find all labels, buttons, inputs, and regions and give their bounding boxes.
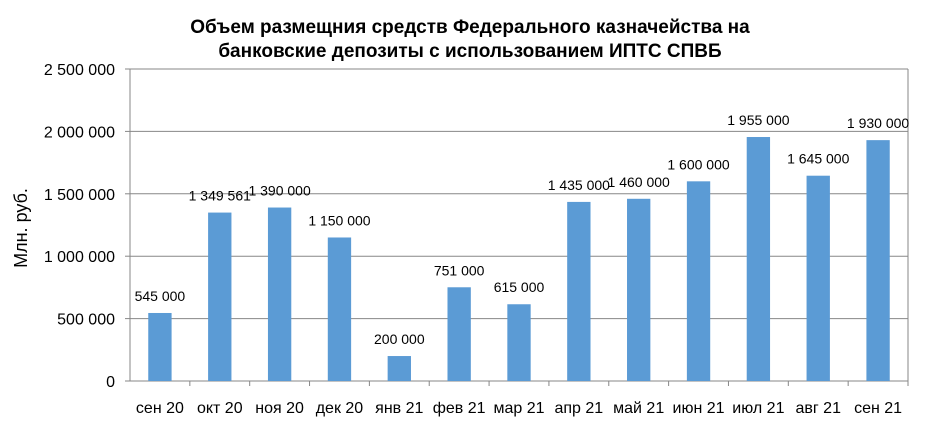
y-axis-label: Млн. руб. bbox=[11, 188, 31, 268]
y-tick-label: 2 000 000 bbox=[44, 124, 115, 141]
x-axis-ticks: сен 20 окт 20 ноя 20 дек 20 янв 21 фев 21 мар … bbox=[136, 400, 902, 417]
bar bbox=[567, 201, 591, 381]
bar bbox=[267, 207, 292, 381]
y-axis-ticks: 0 500 000 1 000 000 1 500 000 2 000 000 2 500… bbox=[44, 62, 115, 391]
data-label: 1 600 000 bbox=[667, 156, 729, 172]
y-tick-label: 1 000 000 bbox=[44, 249, 115, 266]
bar bbox=[627, 198, 651, 381]
data-label: 1 390 000 bbox=[248, 183, 310, 199]
bar bbox=[327, 237, 352, 381]
data-label: 200 000 bbox=[374, 331, 425, 347]
data-label: 615 000 bbox=[494, 279, 545, 295]
x-tick-label: янв 21 bbox=[375, 400, 423, 417]
bar bbox=[208, 212, 232, 381]
y-tick-label: 2 500 000 bbox=[44, 62, 115, 79]
data-label: 1 435 000 bbox=[548, 177, 610, 193]
x-tick-label: апр 21 bbox=[554, 400, 603, 417]
bar bbox=[447, 287, 471, 381]
bar bbox=[686, 181, 711, 381]
x-tick-label: фев 21 bbox=[433, 400, 486, 417]
y-tick-label: 0 bbox=[106, 374, 115, 391]
bar bbox=[507, 304, 531, 381]
data-label: 1 930 000 bbox=[847, 115, 909, 131]
x-tick-label: авг 21 bbox=[795, 400, 841, 417]
bar bbox=[746, 137, 771, 381]
y-tick-label: 1 500 000 bbox=[44, 187, 115, 204]
data-label: 1 460 000 bbox=[608, 174, 670, 190]
bar bbox=[148, 312, 172, 381]
chart-title: Объем размещния средств Федерального каз… bbox=[120, 16, 820, 64]
data-label: 751 000 bbox=[434, 262, 485, 278]
data-label: 1 349 561 bbox=[189, 188, 251, 204]
y-tick-label: 500 000 bbox=[57, 312, 115, 329]
data-label: 1 645 000 bbox=[787, 151, 849, 167]
data-label: 545 000 bbox=[135, 288, 186, 304]
x-tick-label: окт 20 bbox=[197, 400, 243, 417]
x-tick-label: июн 21 bbox=[673, 400, 725, 417]
bar bbox=[806, 175, 830, 381]
x-tick-label: сен 21 bbox=[854, 400, 902, 417]
data-label: 1 955 000 bbox=[727, 112, 789, 128]
x-tick-label: июл 21 bbox=[732, 400, 784, 417]
x-tick-label: сен 20 bbox=[136, 400, 184, 417]
bars bbox=[148, 137, 890, 381]
bar bbox=[866, 140, 890, 381]
chart-title-line-1: Объем размещния средств Федерального каз… bbox=[190, 17, 750, 38]
data-label: 1 150 000 bbox=[308, 212, 370, 228]
bar bbox=[387, 356, 411, 381]
x-tick-label: май 21 bbox=[613, 400, 664, 417]
x-tick-label: дек 20 bbox=[316, 400, 364, 417]
x-tick-label: ноя 20 bbox=[255, 400, 304, 417]
x-tick-label: мар 21 bbox=[493, 400, 544, 417]
chart-title-line-2: банковские депозиты с использованием ИПТ… bbox=[218, 41, 722, 62]
